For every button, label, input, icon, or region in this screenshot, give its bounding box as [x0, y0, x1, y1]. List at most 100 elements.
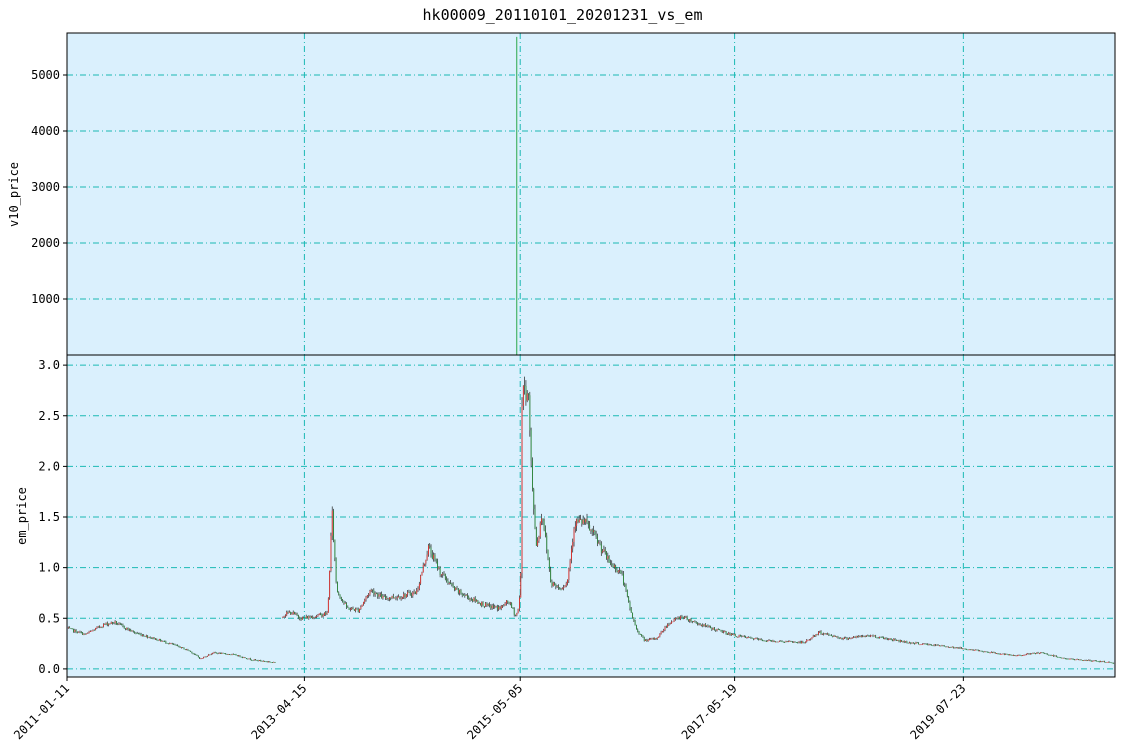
em-price-candle [123, 625, 125, 629]
em-price-candle [335, 558, 337, 582]
em-price-candle [587, 522, 589, 525]
em-price-candle [160, 639, 162, 642]
em-price-candle [974, 649, 975, 651]
em-price-candle [689, 619, 691, 622]
em-price-candle [725, 631, 727, 635]
em-price-candle [148, 637, 150, 638]
em-price-candle [694, 621, 696, 623]
em-price-candle [516, 613, 518, 616]
em-price-candle [326, 612, 328, 615]
em-price-candle [520, 573, 522, 598]
em-price-candle [216, 652, 217, 654]
em-price-candle [1065, 658, 1066, 660]
em-price-candle [786, 641, 788, 642]
em-price-candle [646, 639, 648, 642]
em-price-candle [417, 588, 419, 591]
em-price-candle [538, 536, 540, 541]
em-price-candle [708, 626, 710, 628]
em-price-candle [777, 641, 779, 643]
em-price-candle [764, 640, 766, 642]
em-price-candle [1011, 655, 1013, 656]
em-price-candle [632, 612, 634, 618]
em-price-candle [548, 559, 550, 570]
em-price-candle [769, 639, 771, 641]
em-price-candle [1020, 655, 1022, 657]
em-price-candle [535, 528, 537, 546]
em-price-candle [736, 636, 738, 638]
em-price-candle [179, 646, 181, 648]
em-price-candle [915, 642, 917, 644]
em-price-candle [1098, 661, 1100, 663]
top-y-tick-label: 5000 [31, 68, 60, 82]
em-price-candle [811, 637, 813, 639]
em-price-candle [157, 640, 159, 642]
em-price-candle [249, 658, 251, 660]
em-price-candle [906, 641, 908, 643]
em-price-candle [931, 644, 933, 646]
em-price-candle [963, 648, 965, 650]
em-price-candle [490, 605, 492, 609]
em-price-candle [984, 651, 986, 653]
em-price-candle [229, 654, 230, 655]
em-price-candle [218, 652, 220, 654]
em-price-candle [244, 657, 246, 659]
em-price-candle [112, 622, 113, 623]
em-price-candle [754, 638, 756, 640]
em-price-candle [1100, 661, 1102, 663]
em-price-candle [626, 589, 628, 597]
em-price-candle [298, 615, 299, 618]
em-price-candle [390, 597, 392, 599]
em-price-candle [896, 640, 897, 641]
em-price-candle [334, 539, 336, 559]
em-price-candle [936, 644, 938, 646]
em-price-candle [300, 618, 302, 620]
em-price-candle [996, 653, 998, 654]
em-price-candle [457, 589, 459, 593]
em-price-candle [270, 662, 272, 663]
em-price-candle [104, 623, 106, 625]
em-price-candle [257, 660, 259, 661]
em-price-candle [116, 621, 117, 625]
em-price-candle [658, 636, 660, 638]
em-price-candle [424, 563, 426, 566]
em-price-candle [880, 636, 882, 638]
em-price-candle [829, 634, 831, 636]
em-price-candle [997, 653, 999, 654]
em-price-candle [898, 640, 900, 642]
bottom-y-tick-label: 0.0 [38, 662, 60, 676]
em-price-candle [1058, 656, 1060, 658]
bottom-panel-background [67, 355, 1115, 677]
em-price-candle [337, 581, 338, 593]
em-price-candle [171, 643, 173, 645]
em-price-candle [597, 536, 598, 544]
em-price-candle [170, 643, 172, 645]
em-price-candle [814, 635, 816, 637]
em-price-candle [318, 613, 320, 615]
em-price-candle [816, 634, 818, 636]
em-price-candle [912, 642, 914, 644]
em-price-candle [686, 616, 688, 620]
em-price-candle [434, 554, 436, 560]
em-price-candle [261, 661, 263, 662]
em-price-candle [173, 644, 175, 645]
em-price-candle [1111, 662, 1113, 664]
em-price-candle [463, 595, 465, 596]
bottom-y-tick-label: 1.5 [38, 510, 60, 524]
em-price-candle [756, 638, 758, 640]
em-price-candle [580, 519, 582, 520]
em-price-candle [519, 597, 520, 609]
em-price-candle [147, 635, 149, 638]
em-price-candle [964, 648, 966, 650]
em-price-candle [205, 656, 207, 658]
em-price-candle [483, 606, 485, 608]
x-tick-label: 2015-05-05 [464, 681, 525, 742]
em-price-candle [1091, 660, 1092, 662]
em-price-candle [83, 633, 85, 635]
em-price-candle [376, 593, 377, 595]
em-price-candle [881, 636, 883, 638]
em-price-candle [92, 630, 94, 631]
em-price-candle [1009, 654, 1011, 656]
em-price-candle [1013, 655, 1014, 657]
em-price-candle [114, 621, 116, 624]
em-price-candle [1024, 654, 1026, 656]
